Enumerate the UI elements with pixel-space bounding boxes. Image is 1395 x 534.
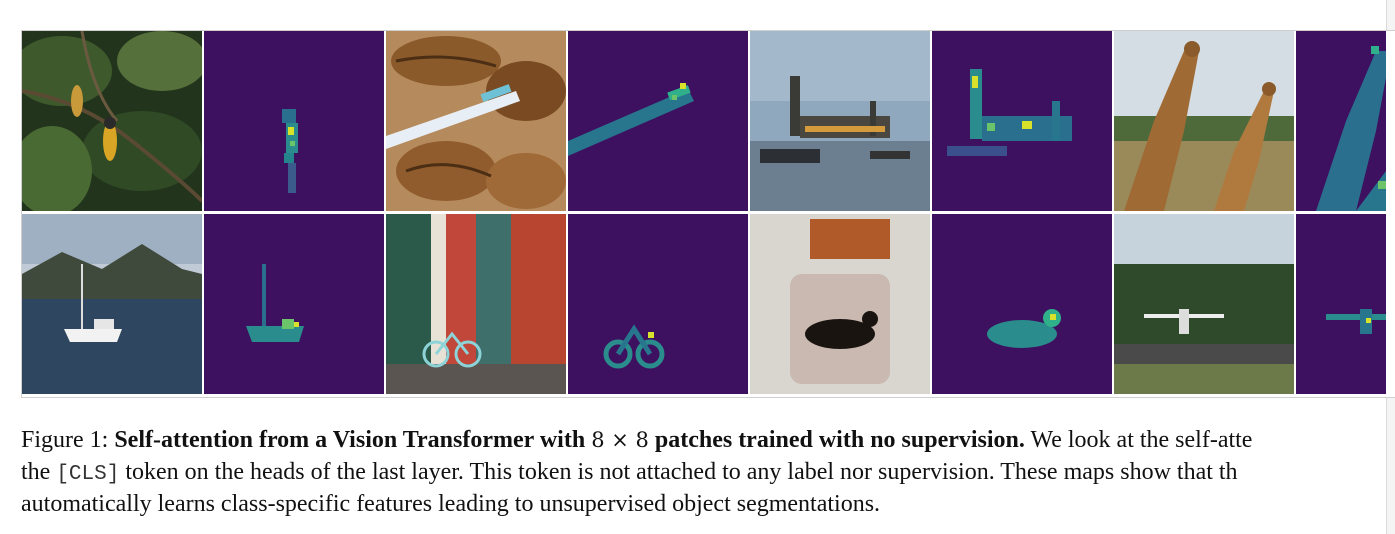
photo-dog-armchair	[750, 214, 930, 394]
attention-map-toothbrush	[568, 31, 748, 211]
attention-map-bird	[204, 31, 384, 211]
caption-bold-2: patches trained with no supervision.	[654, 427, 1025, 453]
attention-map-dog	[932, 214, 1112, 394]
photo-toothbrush	[386, 31, 566, 211]
figure-caption: Figure 1: Self-attention from a Vision T…	[21, 424, 1383, 520]
caption-math: 8 × 8	[591, 428, 649, 452]
photo-parliament	[750, 31, 930, 211]
caption-bold-1: Self-attention from a Vision Transformer…	[114, 427, 586, 453]
caption-line-3: automatically learns class-specific feat…	[21, 491, 881, 517]
attention-figure-grid	[22, 31, 1386, 396]
cls-token: [CLS]	[56, 463, 120, 486]
photo-sailboat	[22, 214, 202, 394]
photo-airplane	[1114, 214, 1294, 394]
caption-line-1: Figure 1: Self-attention from a Vision T…	[21, 424, 1383, 456]
attention-map-giraffe	[1296, 31, 1386, 211]
photo-giraffes	[1114, 31, 1294, 211]
attention-map-bicycle	[568, 214, 748, 394]
photo-bird	[22, 31, 202, 211]
attention-map-parliament	[932, 31, 1112, 211]
attention-map-sailboat	[204, 214, 384, 394]
figure-label: Figure 1:	[21, 427, 109, 453]
photo-doors-bicycle	[386, 214, 566, 394]
caption-line2-start: the	[21, 459, 51, 485]
caption-line1-rest: We look at the self-atte	[1030, 427, 1253, 453]
caption-line2-rest: token on the heads of the last layer. Th…	[125, 459, 1238, 485]
caption-line-2: the [CLS] token on the heads of the last…	[21, 456, 1383, 488]
attention-map-airplane	[1296, 214, 1386, 394]
